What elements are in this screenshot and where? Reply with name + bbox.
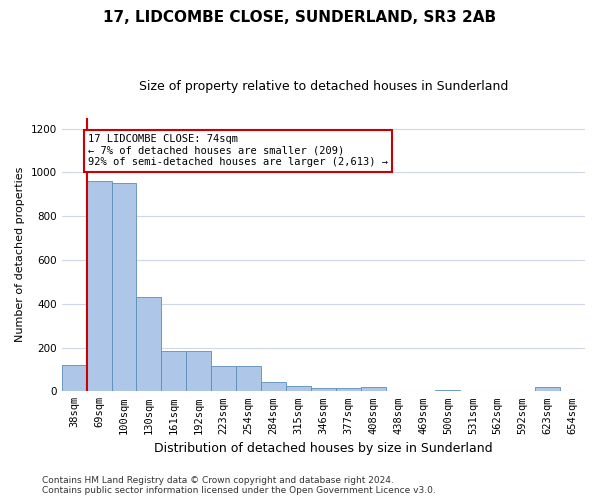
Text: 17 LIDCOMBE CLOSE: 74sqm
← 7% of detached houses are smaller (209)
92% of semi-d: 17 LIDCOMBE CLOSE: 74sqm ← 7% of detache… [88, 134, 388, 168]
Bar [236, 366, 261, 392]
X-axis label: Distribution of detached houses by size in Sunderland: Distribution of detached houses by size … [154, 442, 493, 455]
Bar [311, 388, 336, 392]
Bar [261, 382, 286, 392]
Bar [336, 388, 361, 392]
Text: 17, LIDCOMBE CLOSE, SUNDERLAND, SR3 2AB: 17, LIDCOMBE CLOSE, SUNDERLAND, SR3 2AB [103, 10, 497, 25]
Bar [112, 184, 136, 392]
Bar [186, 352, 211, 392]
Y-axis label: Number of detached properties: Number of detached properties [15, 167, 25, 342]
Bar [161, 351, 186, 392]
Title: Size of property relative to detached houses in Sunderland: Size of property relative to detached ho… [139, 80, 508, 93]
Bar [86, 181, 112, 392]
Text: Contains HM Land Registry data © Crown copyright and database right 2024.
Contai: Contains HM Land Registry data © Crown c… [42, 476, 436, 495]
Bar [361, 387, 386, 392]
Bar [211, 366, 236, 392]
Bar [136, 297, 161, 392]
Bar [535, 388, 560, 392]
Bar [286, 386, 311, 392]
Bar [62, 365, 86, 392]
Bar [436, 390, 460, 392]
